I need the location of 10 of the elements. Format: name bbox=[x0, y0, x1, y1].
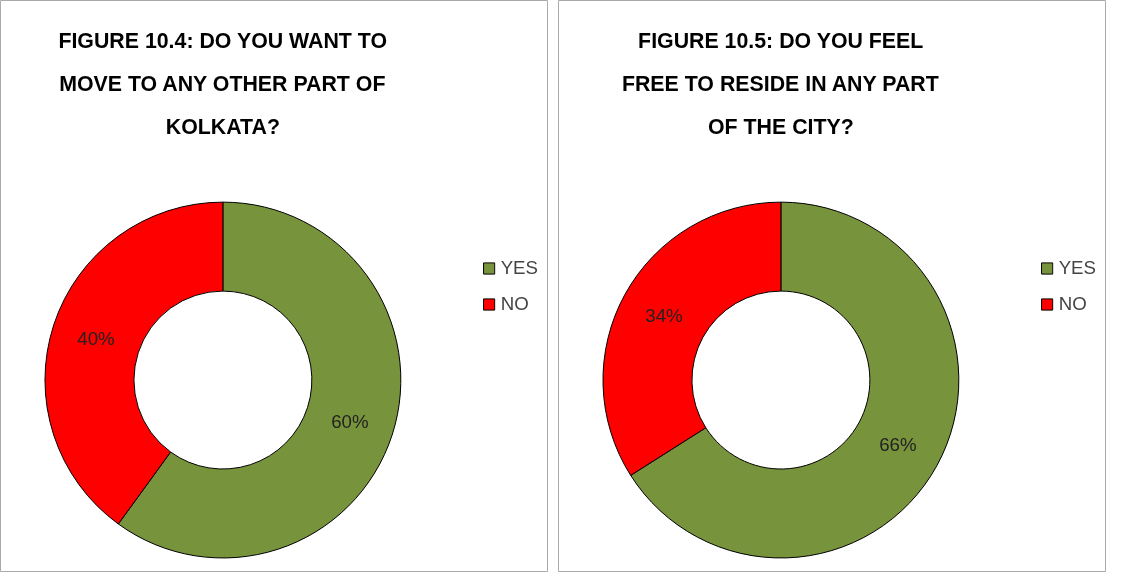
data-label: 34% bbox=[645, 305, 683, 327]
legend-label: NO bbox=[1058, 293, 1087, 315]
chart-title: FIGURE 10.4: DO YOU WANT TO MOVE TO ANY OTHER PART OF KOLKATA? bbox=[58, 29, 388, 140]
legend-label: NO bbox=[500, 293, 529, 315]
data-label: 60% bbox=[331, 410, 369, 432]
legend-label: YES bbox=[1058, 257, 1096, 279]
chart-title: FIGURE 10.5: DO YOU FEEL FREE TO RESIDE IN ANY PART OF THE CITY? bbox=[621, 29, 939, 140]
legend-label: YES bbox=[500, 257, 538, 279]
data-label: 66% bbox=[879, 433, 917, 455]
data-label: 40% bbox=[77, 328, 115, 350]
